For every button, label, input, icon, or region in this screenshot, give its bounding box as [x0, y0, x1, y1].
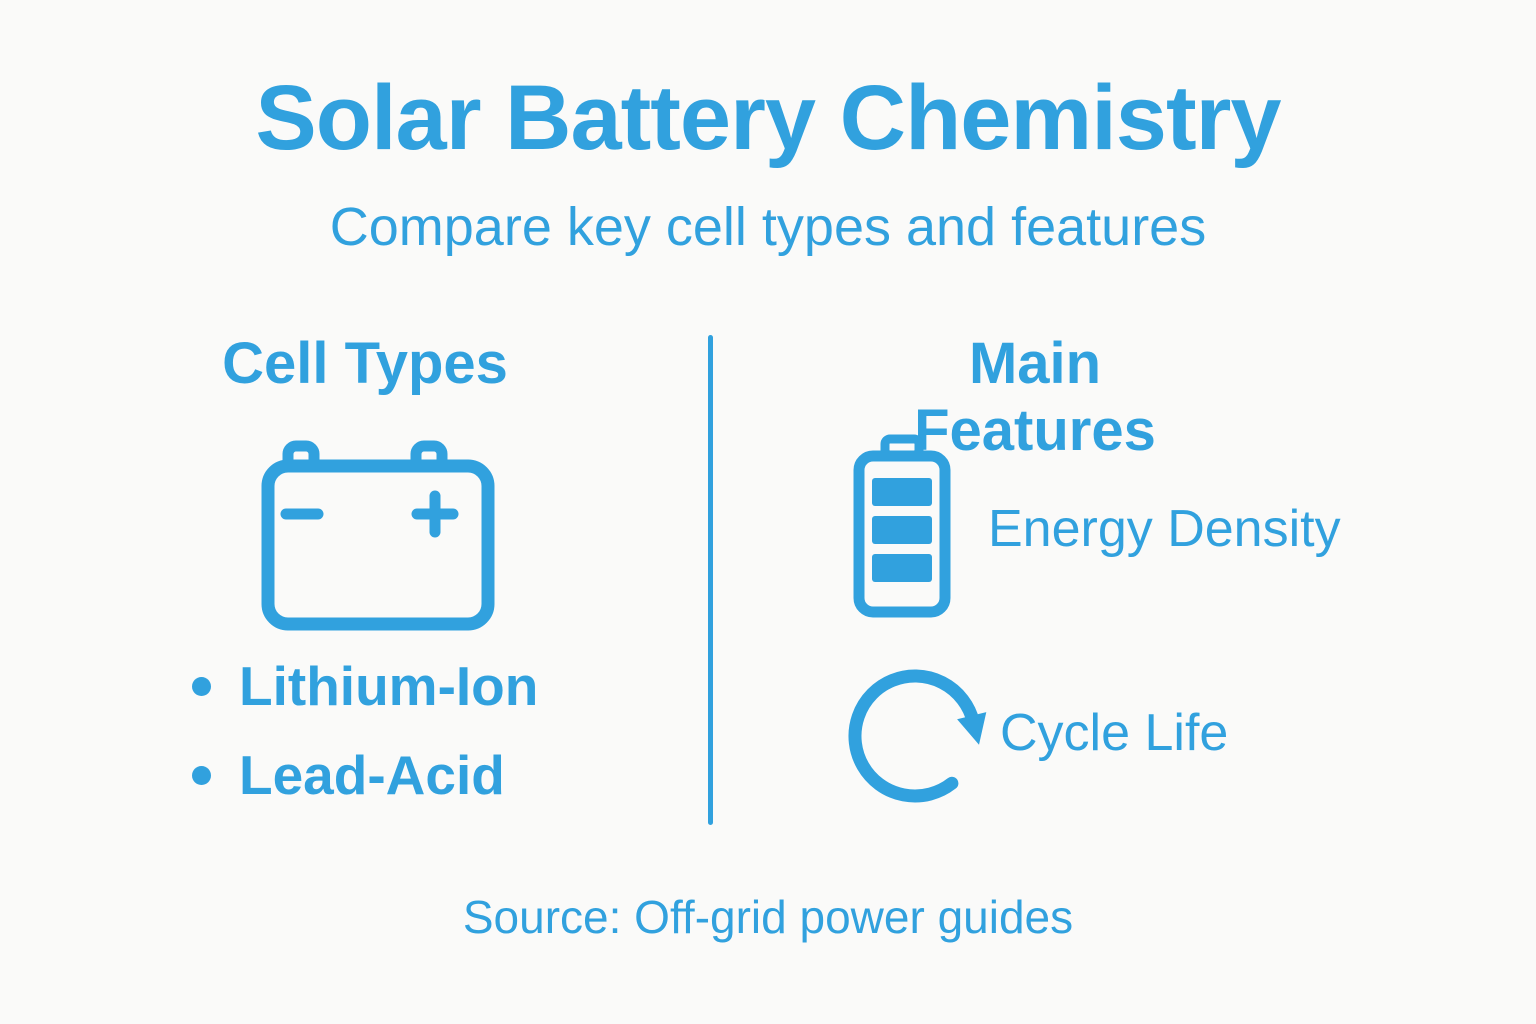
car-battery-icon	[261, 440, 495, 631]
page-subtitle: Compare key cell types and features	[329, 197, 1207, 257]
cycle-arrow-icon	[848, 669, 987, 803]
feature-label-energy-density: Energy Density	[988, 500, 1341, 558]
source-note: Source: Off-grid power guides	[462, 891, 1074, 943]
cell-types-list: Lithium-Ion Lead-Acid	[192, 652, 538, 809]
list-item-label: Lithium-Ion	[239, 655, 539, 717]
feature-label-cycle-life: Cycle Life	[1000, 704, 1229, 762]
column-divider	[708, 335, 713, 825]
bullet-icon	[192, 765, 211, 785]
bullet-icon	[192, 676, 211, 696]
battery-charge-level-icon	[853, 434, 951, 618]
main-features-heading: Main Features	[914, 331, 1156, 463]
list-item: Lead-Acid	[192, 741, 538, 809]
cell-types-heading: Cell Types	[222, 331, 508, 396]
list-item: Lithium-Ion	[192, 652, 538, 720]
list-item-label: Lead-Acid	[239, 744, 505, 806]
page-title: Solar Battery Chemistry	[255, 67, 1281, 169]
